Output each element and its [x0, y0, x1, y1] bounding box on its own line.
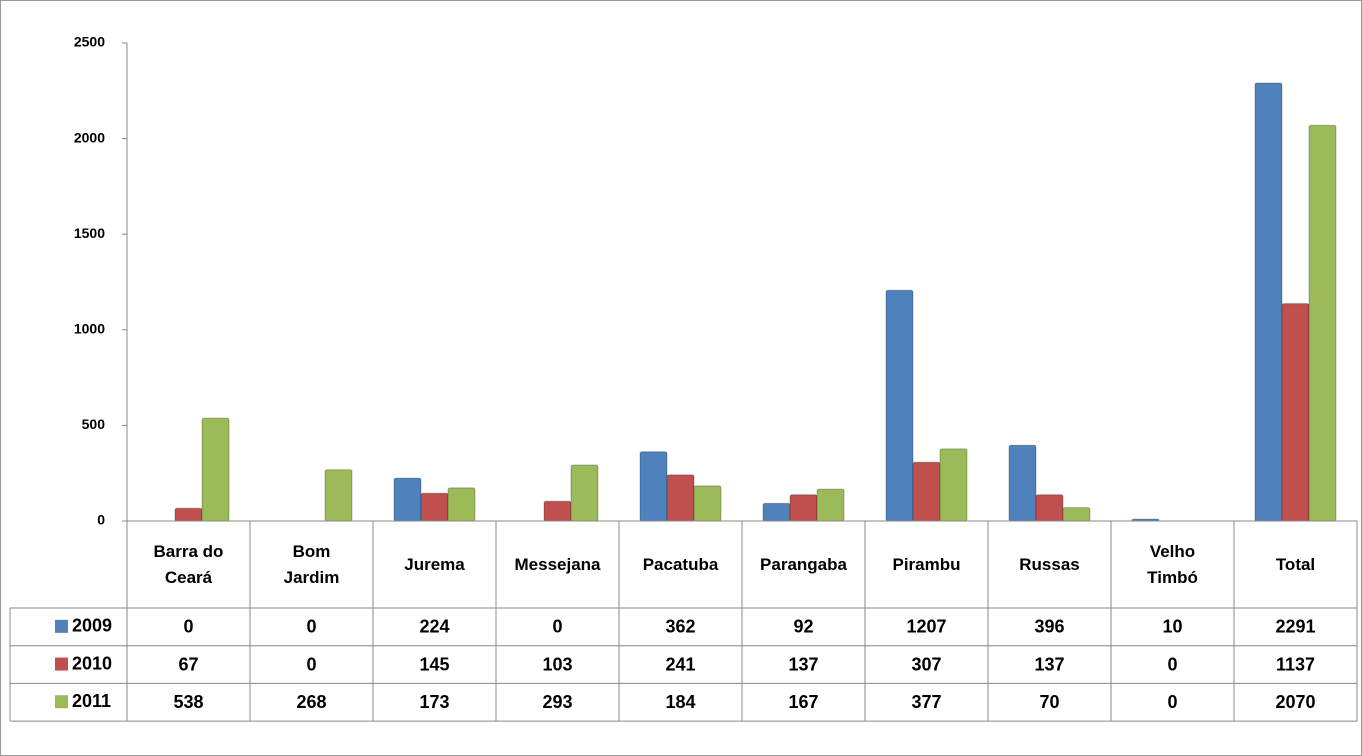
table-value: 2291: [1275, 617, 1315, 637]
bar: [1035, 494, 1064, 522]
bar: [393, 477, 422, 522]
bar: [1062, 507, 1091, 522]
table-value: 0: [306, 654, 316, 674]
y-tick-label: 2500: [74, 34, 105, 50]
y-tick-label: 500: [82, 416, 106, 432]
legend-label: 2011: [72, 691, 111, 711]
table-value: 396: [1034, 617, 1064, 637]
table-value: 167: [788, 692, 818, 712]
table-value: 224: [419, 617, 449, 637]
table-value: 92: [793, 617, 813, 637]
bar: [174, 507, 203, 522]
x-tick-label: Parangaba: [760, 554, 847, 574]
y-tick-label: 0: [97, 512, 105, 528]
bar: [324, 469, 353, 522]
x-tick-label: Pirambu: [892, 554, 961, 574]
bar: [543, 500, 572, 522]
bar: [666, 474, 695, 522]
table-value: 173: [419, 692, 449, 712]
table-value: 67: [178, 654, 198, 674]
legend-label: 2010: [72, 653, 112, 673]
table-value: 184: [665, 692, 695, 712]
bar: [1281, 303, 1310, 522]
table-value: 268: [296, 692, 326, 712]
bar: [420, 492, 449, 522]
x-tick-label: Barra do Ceará: [153, 541, 224, 587]
x-tick-label: Jurema: [404, 554, 465, 574]
bar: [1008, 444, 1037, 522]
y-tick-label: 1500: [74, 225, 105, 241]
x-tick-label: Bom Jardim: [283, 541, 340, 587]
bar: [789, 494, 818, 522]
bar: [1254, 82, 1283, 522]
bar: [570, 464, 599, 522]
legend-label: 2009: [72, 616, 112, 636]
bar: [885, 289, 914, 522]
table-value: 293: [542, 692, 572, 712]
table-value: 0: [1167, 654, 1177, 674]
table-value: 2070: [1275, 692, 1315, 712]
table-value: 362: [665, 617, 695, 637]
table-value: 0: [1167, 692, 1177, 712]
x-tick-label: Velho Timbó: [1147, 541, 1198, 587]
bar: [762, 502, 791, 522]
table-value: 241: [665, 654, 695, 674]
table-value: 137: [1034, 654, 1064, 674]
table-value: 1207: [906, 617, 946, 637]
bar: [693, 485, 722, 522]
table-value: 70: [1039, 692, 1059, 712]
table-value: 377: [911, 692, 941, 712]
table-value: 307: [911, 654, 941, 674]
bar: [639, 451, 668, 522]
bar: [447, 487, 476, 522]
x-tick-label: Total: [1275, 554, 1316, 574]
y-tick-label: 1000: [74, 321, 105, 337]
x-tick-label: Messejana: [514, 554, 601, 574]
bar: [201, 417, 230, 522]
legend-key: [55, 657, 68, 671]
bar: [912, 461, 941, 522]
bar: [939, 448, 968, 522]
bar: [1308, 124, 1337, 522]
legend-key: [55, 695, 68, 709]
table-value: 0: [552, 617, 562, 637]
table-value: 103: [542, 654, 572, 674]
table-value: 10: [1162, 617, 1182, 637]
bar: [816, 488, 845, 522]
x-tick-label: Russas: [1019, 554, 1080, 574]
table-value: 0: [183, 617, 193, 637]
table-value: 538: [173, 692, 203, 712]
y-tick-label: 2000: [74, 129, 105, 145]
legend-key: [55, 619, 68, 633]
table-value: 137: [788, 654, 818, 674]
table-value: 1137: [1276, 654, 1315, 674]
x-tick-label: Pacatuba: [642, 554, 719, 574]
table-value: 0: [306, 617, 316, 637]
table-value: 145: [419, 654, 449, 674]
